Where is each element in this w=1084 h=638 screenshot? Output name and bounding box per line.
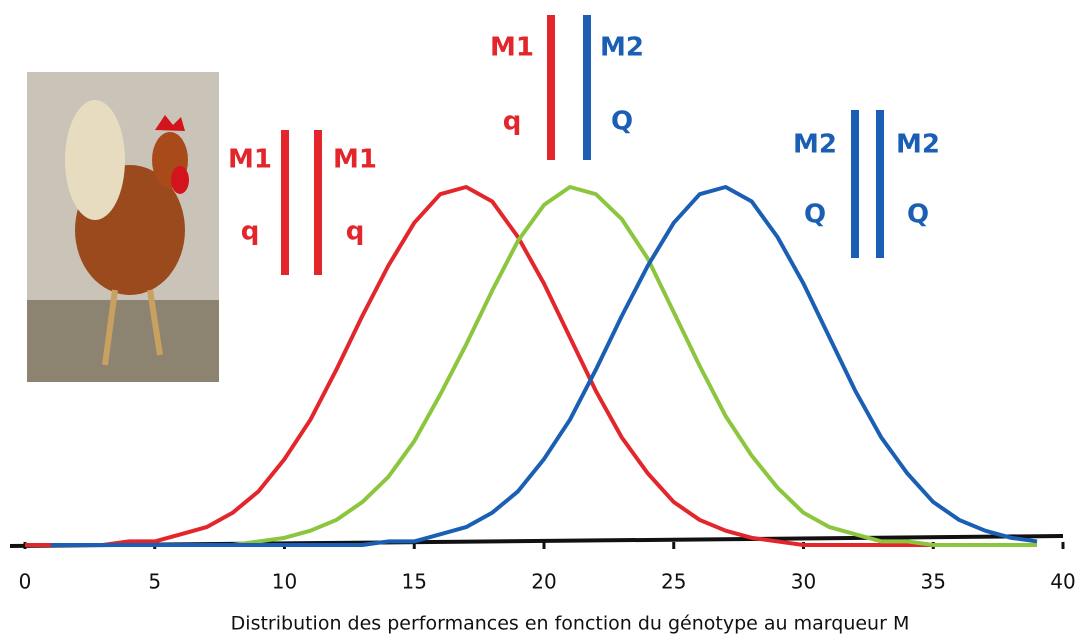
allele-label: q [346, 217, 365, 247]
allele-label: Q [611, 107, 633, 137]
allele-label: Q [804, 200, 826, 230]
allele-label: Q [907, 200, 929, 230]
x-tick-label: 5 [148, 570, 161, 594]
allele-label: q [241, 217, 260, 247]
allele-label: M2 [600, 33, 644, 63]
x-tick-label: 25 [661, 570, 686, 594]
allele-label: M2 [793, 130, 837, 160]
allele-label: M2 [896, 130, 940, 160]
allele-label: M1 [490, 33, 534, 63]
x-tick-label: 0 [19, 570, 32, 594]
allele-label: M1 [228, 145, 272, 175]
x-tick-label: 40 [1050, 570, 1075, 594]
allele-label: M1 [333, 145, 377, 175]
x-axis-label: Distribution des performances en fonctio… [231, 613, 910, 635]
x-tick-label: 35 [921, 570, 946, 594]
x-tick-label: 15 [402, 570, 427, 594]
curve [25, 185, 960, 547]
allele-label: q [503, 107, 522, 137]
photo [27, 72, 219, 382]
x-tick-label: 10 [272, 570, 297, 594]
curve [128, 185, 1038, 547]
curve [50, 185, 1038, 547]
x-tick-label: 20 [531, 570, 556, 594]
x-tick-label: 30 [791, 570, 816, 594]
